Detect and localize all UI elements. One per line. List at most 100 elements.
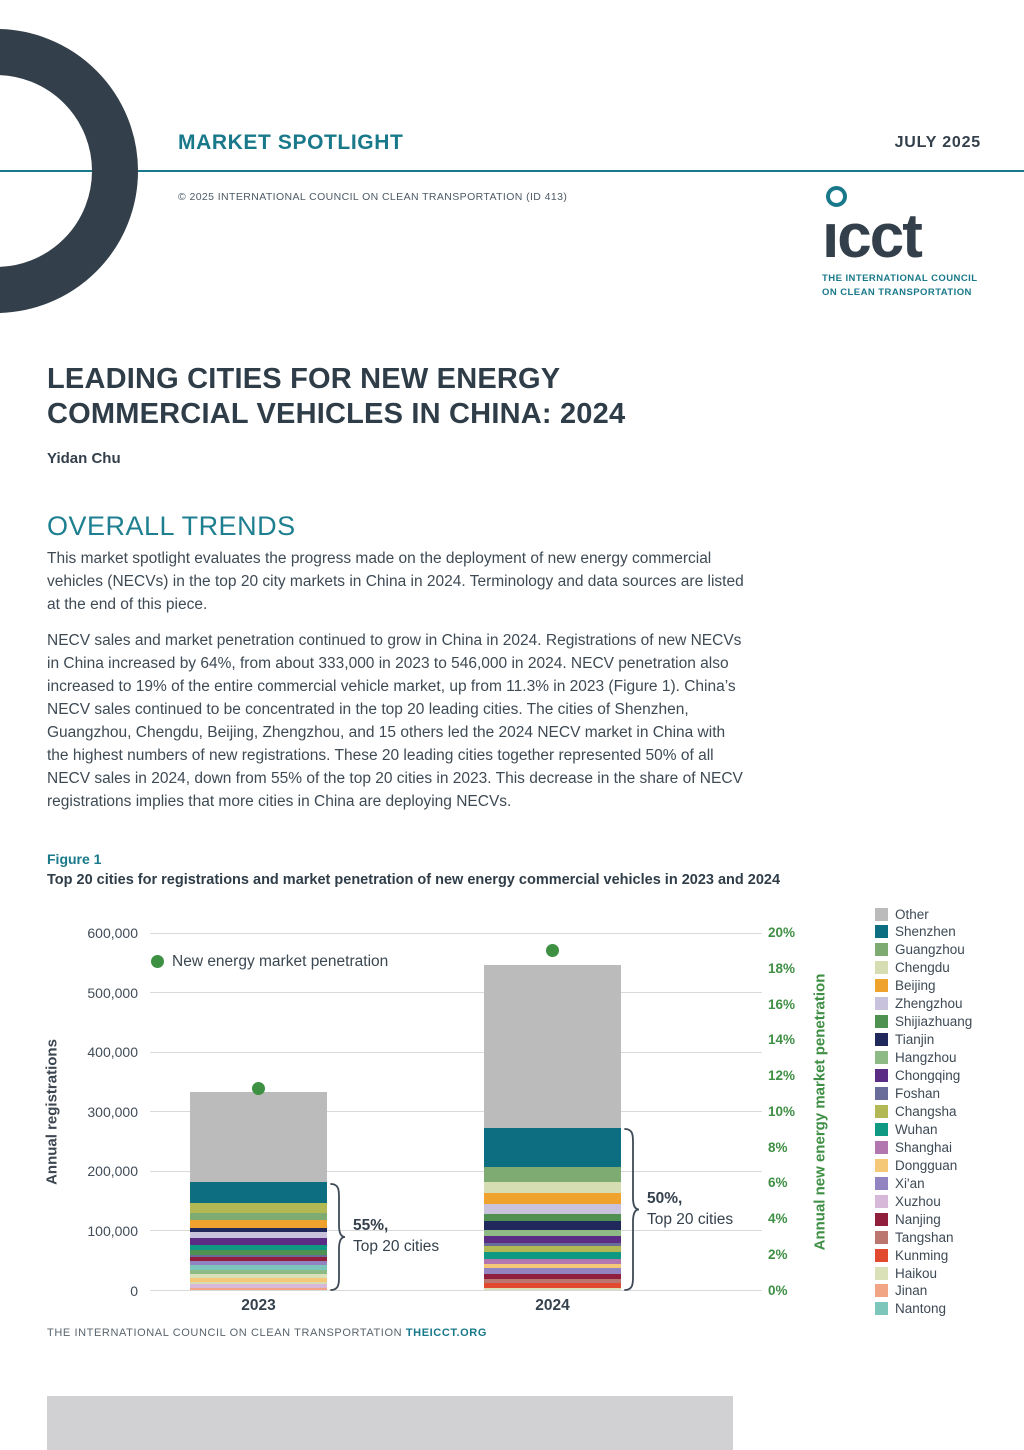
icct-logo: ıcct THE INTERNATIONAL COUNCIL ON CLEAN … <box>822 186 992 301</box>
legend-swatch-icon <box>875 1140 888 1154</box>
legend-swatch-icon <box>875 1176 888 1190</box>
brace-2023 <box>330 1183 346 1291</box>
legend-label: Kunming <box>895 1247 949 1263</box>
bar-segment-2023-chongqing <box>190 1238 327 1245</box>
y-axis-tick-right: 0% <box>768 1282 788 1298</box>
gridline <box>150 1230 762 1232</box>
legend-item-chongqing: Chongqing <box>875 1068 960 1084</box>
bar-segment-2023-guangzhou <box>190 1213 327 1221</box>
bar-segment-2023-zhengzhou <box>190 1232 327 1239</box>
legend-label: Tangshan <box>895 1229 954 1245</box>
legend-item-xuzhou: Xuzhou <box>875 1193 941 1209</box>
legend-swatch-icon <box>875 1194 888 1208</box>
top20-annotation-2023: 55%, Top 20 cities <box>353 1217 440 1255</box>
legend-label: Shenzhen <box>895 924 956 940</box>
legend-label: Xi'an <box>895 1175 925 1191</box>
legend-swatch-icon <box>875 1087 888 1100</box>
legend-swatch-icon <box>875 997 888 1011</box>
x-axis-label-2024: 2024 <box>535 1297 570 1314</box>
bar-segment-2023-tianjin <box>190 1228 327 1233</box>
legend-label: Beijing <box>895 978 936 994</box>
icct-tagline: THE INTERNATIONAL COUNCIL ON CLEAN TRANS… <box>822 272 992 301</box>
y-axis-tick-left: 600,000 <box>87 925 138 941</box>
legend-item-tangshan: Tangshan <box>875 1229 954 1245</box>
bar-segment-2024-shenzhen <box>484 1127 621 1168</box>
y-axis-tick-right: 12% <box>768 1068 796 1083</box>
next-section-placeholder <box>47 1396 733 1450</box>
kicker: MARKET SPOTLIGHT <box>178 131 404 154</box>
page-title-line1: LEADING CITIES FOR NEW ENERGY <box>47 363 561 395</box>
legend-item-jinan: Jinan <box>875 1283 927 1299</box>
bar-segment-2024-tangshan <box>484 1279 621 1283</box>
y-axis-tick-right: 6% <box>768 1175 788 1191</box>
y-axis-tick-right: 8% <box>768 1139 788 1155</box>
legend-label: Chengdu <box>895 960 950 976</box>
bar-segment-2023-haikou <box>190 1273 327 1278</box>
y-axis-tick-right: 18% <box>768 960 796 976</box>
bar-segment-2023-other <box>190 1092 327 1183</box>
section-heading: OVERALL TRENDS <box>47 511 296 541</box>
legend-label: Jinan <box>895 1283 928 1299</box>
gridline <box>150 1111 762 1113</box>
y-axis-tick-left: 100,000 <box>87 1222 138 1239</box>
legend-swatch-icon <box>875 925 888 939</box>
legend-label: Other <box>895 906 929 922</box>
bar-segment-2024-kunming <box>484 1282 621 1289</box>
bar-segment-2023-beijing <box>190 1220 327 1229</box>
y-axis-tick-left: 200,000 <box>87 1163 138 1180</box>
legend-label: Changsha <box>895 1103 957 1119</box>
legend-swatch-icon <box>875 1230 888 1244</box>
legend-item-haikou: Haikou <box>875 1265 937 1281</box>
legend-item-changsha: Changsha <box>875 1103 957 1119</box>
gridline <box>150 1290 762 1291</box>
legend-label: Shanghai <box>895 1139 953 1155</box>
legend-label: Xuzhou <box>895 1193 941 1209</box>
legend-swatch-icon <box>875 1284 888 1298</box>
penetration-dot-2024 <box>546 944 559 958</box>
legend-item-xi-an: Xi'an <box>875 1175 925 1191</box>
icct-wordmark: ıcct <box>822 202 923 271</box>
legend-label: Wuhan <box>895 1121 938 1137</box>
icct-tagline-line1: THE INTERNATIONAL COUNCIL <box>822 273 978 285</box>
issue-date: JULY 2025 <box>894 134 981 151</box>
bar-segment-2023-nanjing <box>190 1257 327 1262</box>
legend-swatch-icon <box>875 1033 888 1047</box>
footer-site-link[interactable]: THEICCT.ORG <box>405 1327 487 1339</box>
page-title-line2: COMMERCIAL VEHICLES IN CHINA: 2024 <box>47 397 626 430</box>
bar-segment-2024-changsha <box>484 1246 621 1253</box>
icct-ring-mark-icon <box>0 29 138 313</box>
bar-segment-2024-dongguan <box>484 1263 621 1269</box>
bar-segment-2023-jinan <box>190 1287 327 1291</box>
legend-item-shanghai: Shanghai <box>875 1139 952 1155</box>
legend-item-beijing: Beijing <box>875 978 936 994</box>
paragraph-1: This market spotlight evaluates the prog… <box>47 550 744 613</box>
bar-segment-2024-zhengzhou <box>484 1203 621 1214</box>
copyright-line: © 2025 INTERNATIONAL COUNCIL ON CLEAN TR… <box>178 191 568 203</box>
bar-segment-2024-other <box>484 965 621 1128</box>
gridline <box>150 992 762 994</box>
legend-label: Shijiazhuang <box>895 1014 973 1030</box>
legend-item-nantong: Nantong <box>875 1301 946 1317</box>
y-axis-title-right: Annual new energy market penetration <box>811 973 829 1251</box>
legend-swatch-icon <box>875 1302 888 1316</box>
bar-segment-2023-wuhan <box>190 1244 327 1250</box>
legend-item-zhengzhou: Zhengzhou <box>875 996 963 1012</box>
author: Yidan Chu <box>47 450 121 467</box>
legend-item-other: Other <box>875 906 929 922</box>
gridline <box>150 1051 762 1053</box>
bar-segment-2023-dongguan <box>190 1277 327 1282</box>
legend-swatch-icon <box>875 1122 888 1136</box>
footer: THE INTERNATIONAL COUNCIL ON CLEAN TRANS… <box>47 1327 487 1339</box>
bar-segment-2024-beijing <box>484 1193 621 1204</box>
page-title: LEADING CITIES FOR NEW ENERGY COMMERCIAL… <box>47 362 625 432</box>
legend-swatch-icon <box>875 961 888 975</box>
bar-segment-2023-changsha <box>190 1203 327 1214</box>
legend-swatch-icon <box>875 1266 888 1280</box>
bar-segment-2024-nanjing <box>484 1274 621 1280</box>
legend-swatch-icon <box>875 1104 888 1118</box>
legend-swatch-icon <box>875 943 888 957</box>
legend-item-wuhan: Wuhan <box>875 1121 938 1137</box>
y-axis-tick-right: 4% <box>768 1211 788 1226</box>
figure-label: Figure 1 <box>47 851 102 867</box>
